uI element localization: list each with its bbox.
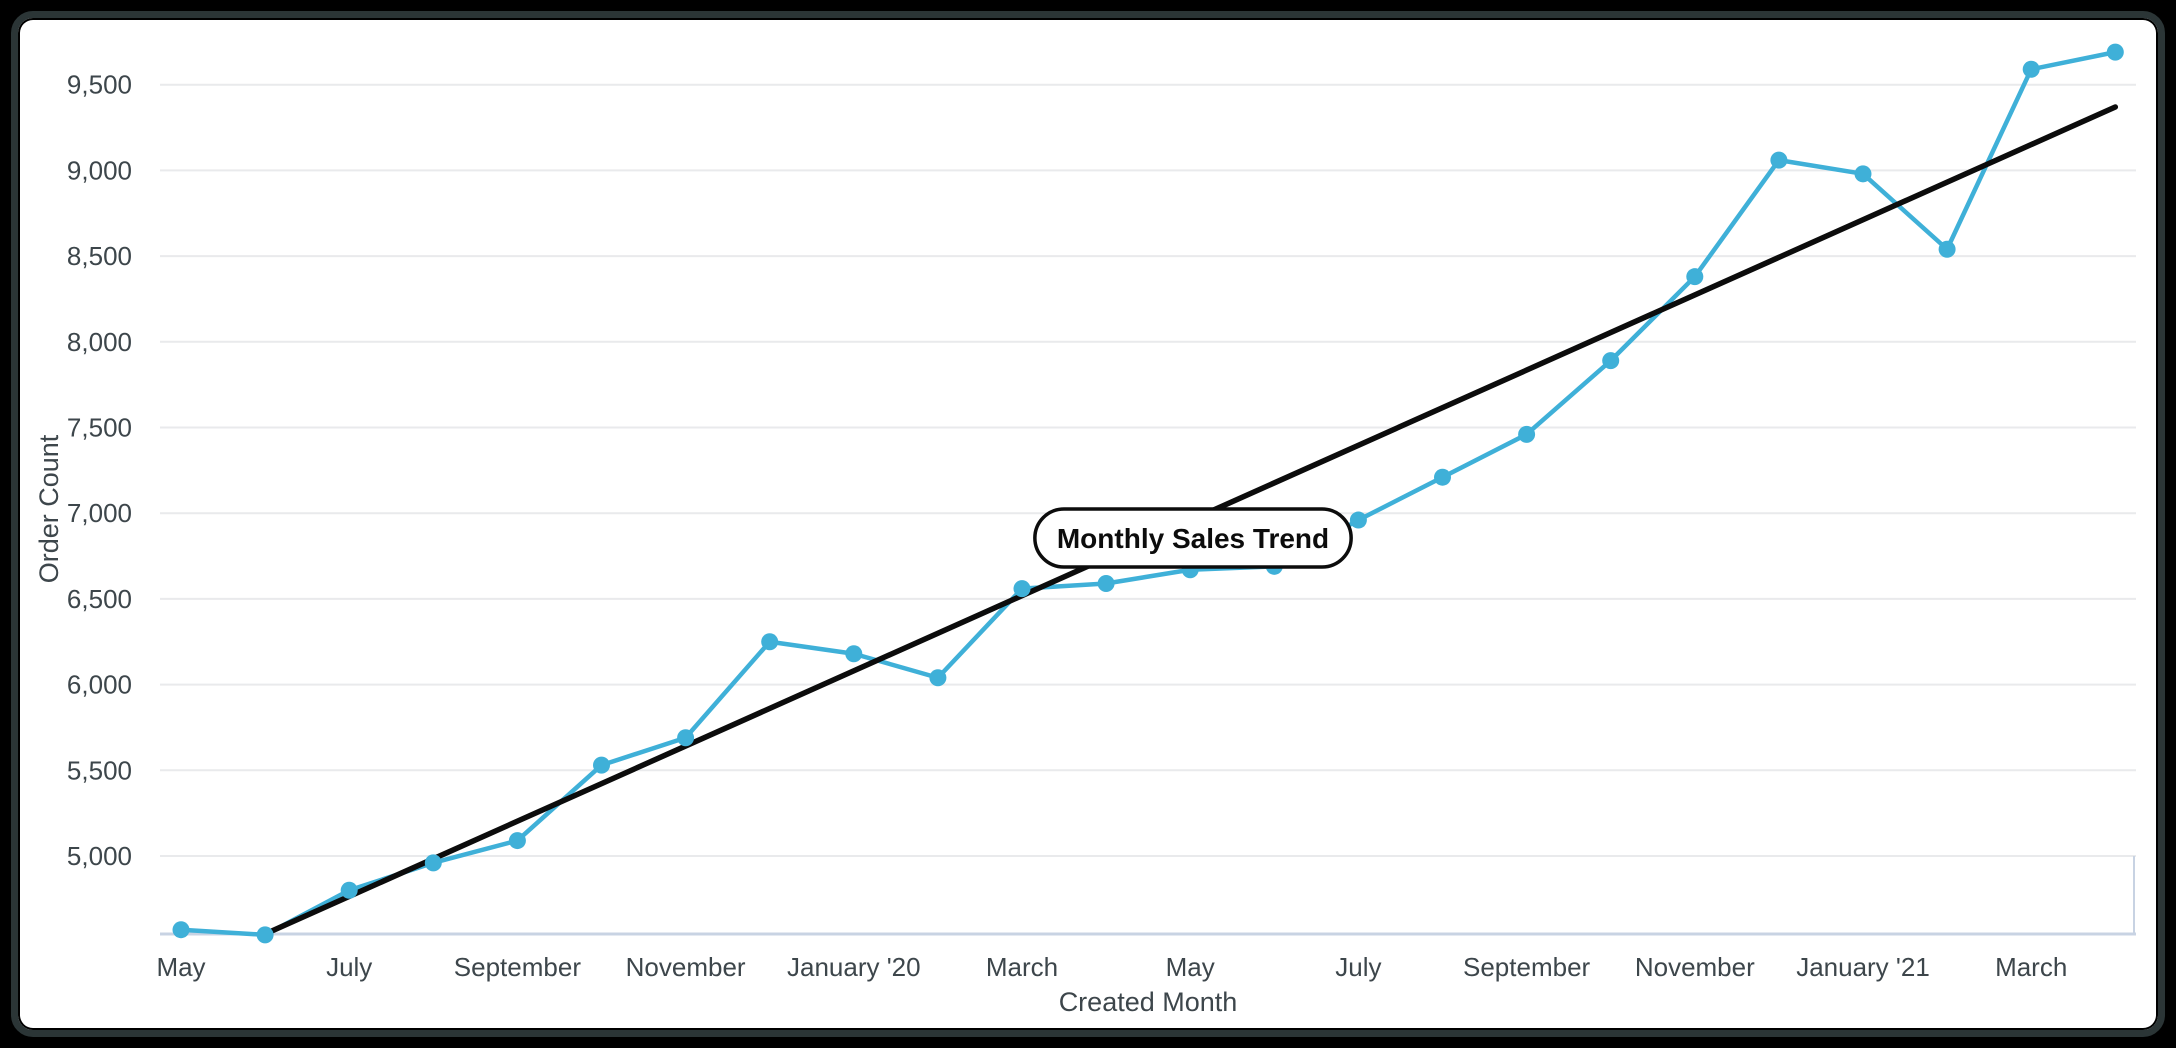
y-axis-title: Order Count xyxy=(34,434,64,583)
y-axis-tick-label: 6,500 xyxy=(67,584,132,614)
data-point[interactable] xyxy=(172,921,190,939)
y-axis-tick-label: 5,500 xyxy=(67,755,132,785)
data-point[interactable] xyxy=(1097,574,1115,592)
x-axis-tick-label: November xyxy=(1635,952,1755,982)
data-point[interactable] xyxy=(761,633,779,651)
data-point[interactable] xyxy=(1938,240,1956,258)
gridlines xyxy=(160,83,2136,857)
data-point[interactable] xyxy=(508,832,526,850)
data-point[interactable] xyxy=(593,756,610,774)
axis-lines xyxy=(160,856,2136,936)
data-point[interactable] xyxy=(1013,580,1031,598)
y-axis-tick-label: 7,000 xyxy=(67,498,132,528)
y-axis-tick-label: 8,000 xyxy=(67,327,132,357)
y-axis-tick-label: 8,500 xyxy=(67,241,132,271)
data-point[interactable] xyxy=(929,669,947,687)
data-point[interactable] xyxy=(256,926,274,944)
data-point[interactable] xyxy=(340,881,358,899)
data-point[interactable] xyxy=(1686,268,1704,286)
x-axis-tick-labels: May July September November January '20 March… xyxy=(156,952,2067,982)
data-point[interactable] xyxy=(2022,60,2040,78)
y-axis-tick-label: 9,000 xyxy=(67,155,132,185)
y-axis-tick-label: 6,000 xyxy=(67,670,132,700)
data-point[interactable] xyxy=(2106,43,2124,61)
x-axis-tick-label: September xyxy=(1463,952,1591,982)
data-point[interactable] xyxy=(1602,352,1620,370)
y-axis-tick-label: 7,500 xyxy=(67,413,132,443)
data-point[interactable] xyxy=(1518,425,1536,443)
pill-label: Monthly Sales Trend xyxy=(1057,523,1329,554)
x-axis-tick-label: November xyxy=(626,952,746,982)
x-axis-tick-label: July xyxy=(1335,952,1381,982)
data-point[interactable] xyxy=(1854,165,1872,183)
x-axis-tick-label: March xyxy=(1995,952,2067,982)
data-points xyxy=(172,43,2124,944)
x-axis-tick-label: January '20 xyxy=(787,952,921,982)
data-point[interactable] xyxy=(845,645,863,663)
data-point[interactable] xyxy=(424,854,442,872)
x-axis-tick-label: May xyxy=(156,952,205,982)
y-axis-tick-label: 9,500 xyxy=(67,70,132,100)
series-layer xyxy=(178,49,2118,938)
pill-background xyxy=(1033,507,1353,569)
series-label-pill[interactable]: Monthly Sales Trend xyxy=(1033,507,1353,569)
x-axis-tick-label: September xyxy=(454,952,582,982)
x-axis-tick-label: May xyxy=(1166,952,1215,982)
series-line[interactable] xyxy=(178,49,2118,938)
x-axis-tick-label: January '21 xyxy=(1796,952,1930,982)
data-point[interactable] xyxy=(1349,511,1367,529)
x-axis-tick-label: July xyxy=(326,952,372,982)
data-point[interactable] xyxy=(1770,151,1788,169)
data-point[interactable] xyxy=(677,729,695,747)
y-axis-tick-labels: 5,000 5,500 6,000 6,500 7,000 7,500 8,000 8,500… xyxy=(67,70,132,871)
y-axis-tick-label: 5,000 xyxy=(67,841,132,871)
data-point[interactable] xyxy=(1434,468,1451,486)
x-axis-title: Created Month xyxy=(1059,987,1238,1017)
x-axis-tick-label: March xyxy=(986,952,1058,982)
